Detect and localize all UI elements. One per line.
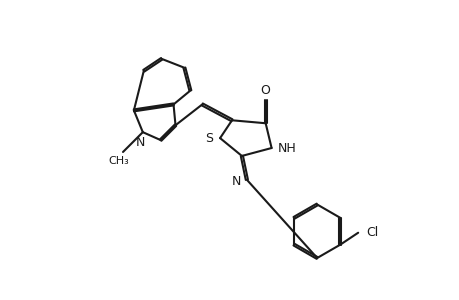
Text: CH₃: CH₃	[108, 156, 129, 166]
Text: Cl: Cl	[365, 226, 377, 239]
Text: S: S	[205, 132, 213, 145]
Text: NH: NH	[278, 142, 296, 154]
Text: N: N	[136, 136, 145, 148]
Text: N: N	[232, 175, 241, 188]
Text: O: O	[260, 84, 270, 97]
